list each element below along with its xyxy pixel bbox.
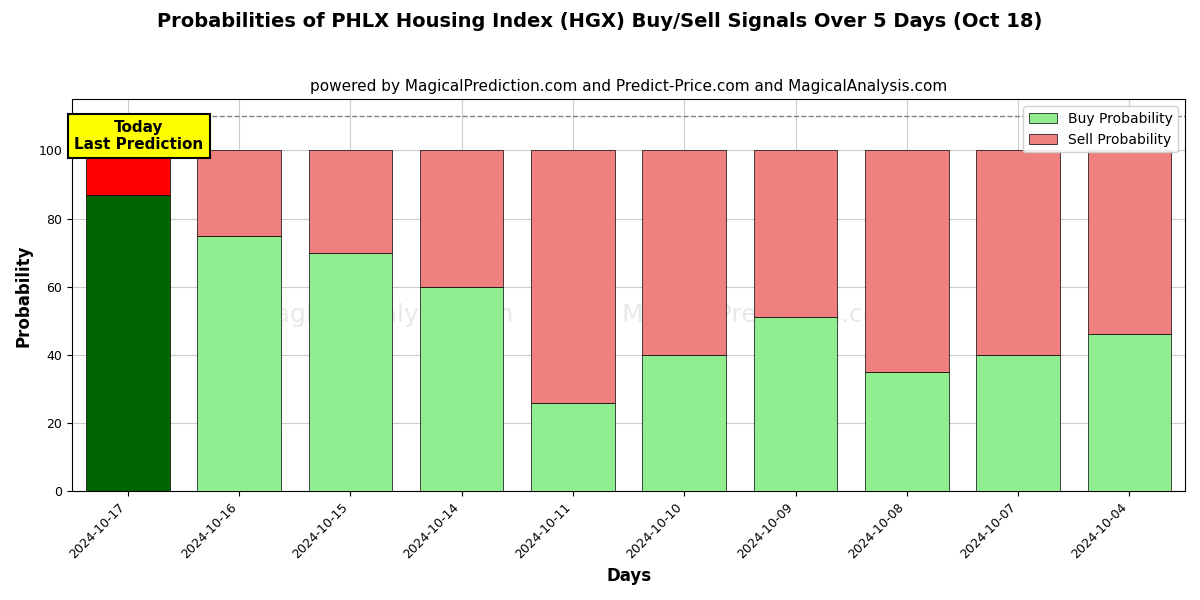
Text: MagicalPrediction.com: MagicalPrediction.com bbox=[622, 303, 902, 327]
Bar bbox=[642, 355, 726, 491]
Y-axis label: Probability: Probability bbox=[16, 244, 34, 347]
Bar bbox=[420, 151, 503, 287]
Bar bbox=[308, 253, 392, 491]
Text: Today
Last Prediction: Today Last Prediction bbox=[74, 120, 204, 152]
Bar bbox=[865, 372, 948, 491]
Bar bbox=[754, 151, 838, 317]
Bar bbox=[642, 151, 726, 355]
Bar bbox=[532, 403, 614, 491]
Bar bbox=[86, 151, 169, 195]
Bar bbox=[420, 287, 503, 491]
Bar bbox=[977, 151, 1060, 355]
Bar bbox=[308, 151, 392, 253]
Text: Probabilities of PHLX Housing Index (HGX) Buy/Sell Signals Over 5 Days (Oct 18): Probabilities of PHLX Housing Index (HGX… bbox=[157, 12, 1043, 31]
Bar bbox=[86, 195, 169, 491]
Bar bbox=[197, 236, 281, 491]
Legend: Buy Probability, Sell Probability: Buy Probability, Sell Probability bbox=[1024, 106, 1178, 152]
Bar bbox=[532, 151, 614, 403]
Bar bbox=[1087, 334, 1171, 491]
Bar bbox=[754, 317, 838, 491]
Text: MagicalAnalysis.com: MagicalAnalysis.com bbox=[253, 303, 514, 327]
Bar bbox=[865, 151, 948, 372]
Bar bbox=[977, 355, 1060, 491]
Title: powered by MagicalPrediction.com and Predict-Price.com and MagicalAnalysis.com: powered by MagicalPrediction.com and Pre… bbox=[310, 79, 947, 94]
Bar bbox=[197, 151, 281, 236]
Bar bbox=[1087, 151, 1171, 334]
X-axis label: Days: Days bbox=[606, 567, 652, 585]
